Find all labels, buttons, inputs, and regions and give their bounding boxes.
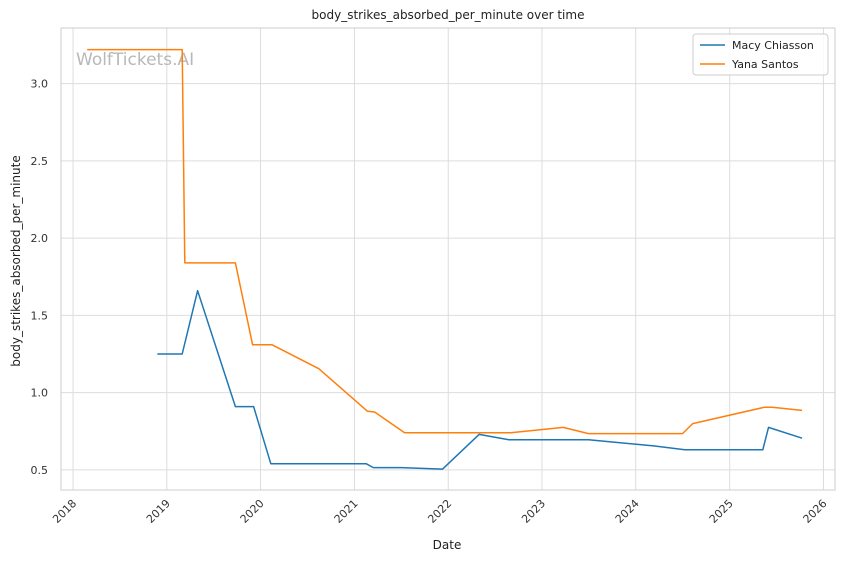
y-tick-labels: 0.5 1.0 1.5 2.0 2.5 3.0 bbox=[31, 78, 49, 477]
watermark-text: WolfTickets.AI bbox=[76, 50, 194, 70]
x-tick-label-2018: 2018 bbox=[50, 497, 79, 526]
x-tick-label-2023: 2023 bbox=[519, 497, 548, 526]
series-lines bbox=[87, 48, 803, 470]
legend: Macy Chiasson Yana Santos bbox=[692, 33, 829, 76]
y-tick-label-3: 2.0 bbox=[31, 232, 49, 245]
x-axis-title: Date bbox=[433, 538, 462, 552]
x-tick-label-2024: 2024 bbox=[613, 497, 642, 526]
series-line-yana-santos bbox=[87, 48, 803, 435]
x-tick-label-2019: 2019 bbox=[144, 497, 173, 526]
x-tick-label-2020: 2020 bbox=[238, 497, 267, 526]
legend-label-yana-santos: Yana Santos bbox=[731, 58, 799, 71]
legend-box bbox=[692, 33, 829, 76]
x-tick-labels: 2018 2019 2020 2021 2022 2023 2024 2025 2026 bbox=[50, 497, 829, 526]
x-tick-label-2022: 2022 bbox=[425, 497, 454, 526]
y-tick-label-2: 1.5 bbox=[31, 309, 49, 322]
x-tick-label-2021: 2021 bbox=[332, 497, 361, 526]
x-tick-label-2026: 2026 bbox=[801, 497, 830, 526]
plot-frame bbox=[60, 27, 836, 491]
series-line-macy-chiasson bbox=[157, 289, 803, 470]
x-tick-label-2025: 2025 bbox=[707, 497, 736, 526]
grid bbox=[61, 28, 835, 490]
y-tick-label-5: 3.0 bbox=[31, 78, 49, 91]
legend-label-macy-chiasson: Macy Chiasson bbox=[732, 39, 814, 52]
chart-title: body_strikes_absorbed_per_minute over ti… bbox=[312, 8, 585, 22]
y-tick-label-4: 2.5 bbox=[31, 155, 49, 168]
y-tick-label-0: 0.5 bbox=[31, 464, 49, 477]
y-axis-title: body_strikes_absorbed_per_minute bbox=[9, 155, 23, 366]
y-tick-label-1: 1.0 bbox=[31, 387, 49, 400]
